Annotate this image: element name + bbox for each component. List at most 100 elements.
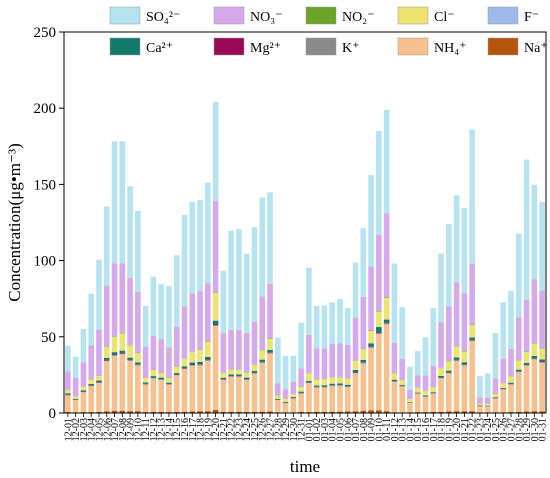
bar-stack <box>251 227 258 413</box>
bar-segment-NH4 <box>197 365 203 412</box>
bar-segment-Ca <box>111 352 118 355</box>
bar-segment-Na <box>111 410 118 413</box>
bar-segment-Cl <box>531 343 538 356</box>
x-tick-label: 01-05 <box>335 418 346 441</box>
bar-segment-SO4 <box>166 286 172 348</box>
bar-segment-NO3 <box>205 283 211 342</box>
bar-stack <box>321 305 328 413</box>
bar-segment-SO4 <box>438 253 444 323</box>
x-tick-label: 12-17 <box>188 418 199 441</box>
bar-segment-SO4 <box>430 308 437 367</box>
bar-segment-NO3 <box>313 348 320 380</box>
bar-segment-Na <box>469 411 475 413</box>
bar-segment-Na <box>127 411 133 413</box>
bar-stack <box>368 175 374 413</box>
bar-segment-Na <box>205 411 211 413</box>
bar-segment-Na <box>228 411 234 413</box>
bar-segment-SO4 <box>259 197 266 297</box>
bar-segment-NH4 <box>508 384 514 413</box>
bar-segment-Mg <box>383 322 390 324</box>
bar-segment-K <box>111 354 118 356</box>
bar-segment-Cl <box>438 368 444 376</box>
bar-segment-Ca <box>96 380 102 383</box>
bar-segment-NO3 <box>430 366 437 388</box>
bar-segment-SO4 <box>313 305 320 349</box>
bar-segment-NO3 <box>492 378 499 394</box>
bar-segment-Ca <box>360 359 367 363</box>
legend-swatch <box>305 37 337 56</box>
bar-stack <box>103 206 110 413</box>
bar-segment-NH4 <box>251 373 258 412</box>
bar-segment-NO3 <box>189 293 196 352</box>
bar-segment-SO4 <box>453 195 460 283</box>
bar-segment-Cl <box>212 292 219 321</box>
legend-swatch <box>305 6 337 25</box>
bar-segment-SO4 <box>461 207 468 294</box>
x-tick-label: 01-28 <box>514 418 525 441</box>
bar-segment-Ca <box>430 392 437 394</box>
bar-segment-NH4 <box>236 376 242 412</box>
bar-segment-SO4 <box>391 263 398 343</box>
bar-segment-NO3 <box>181 306 188 359</box>
bar-segment-NH4 <box>127 360 133 412</box>
x-tick-label: 01-04 <box>328 418 339 441</box>
bar-segment-NH4 <box>407 403 413 413</box>
bar-segment-SO4 <box>407 366 413 390</box>
bar-segment-NH4 <box>243 379 250 412</box>
bar-segment-NO3 <box>515 317 522 361</box>
bar-segment-Ca <box>461 362 468 365</box>
legend-label: Mg²⁺ <box>250 41 281 56</box>
bar-segment-NH4 <box>290 398 297 413</box>
bar-segment-K <box>189 364 196 366</box>
bar-segment-Ca <box>539 359 545 362</box>
bar-segment-Ca <box>282 402 289 403</box>
bar-stack <box>65 345 71 413</box>
bar-segment-NO3 <box>368 266 374 331</box>
bar-segment-NH4 <box>228 376 234 412</box>
bar-segment-K <box>103 360 110 362</box>
bar-stack <box>205 182 211 413</box>
bar-stack <box>212 101 219 413</box>
bar-segment-Ca <box>80 390 87 392</box>
x-tick-label: 12-07 <box>110 418 121 441</box>
bar-segment-NH4 <box>453 360 460 412</box>
bar-segment-Cl <box>422 390 429 396</box>
bar-segment-Ca <box>173 373 180 375</box>
bar-segment-K <box>212 325 219 327</box>
bar-segment-Cl <box>251 364 258 371</box>
bar-segment-Na <box>220 411 227 413</box>
bar-segment-SO4 <box>376 131 382 235</box>
bar-segment-Cl <box>181 358 188 367</box>
bar-segment-SO4 <box>111 141 118 264</box>
bar-segment-Ca <box>352 370 359 373</box>
bar-segment-NO3 <box>243 332 250 373</box>
y-tick-label: 100 <box>34 254 57 270</box>
bar-segment-Ca <box>453 357 460 360</box>
bar-segment-NO2 <box>376 310 382 312</box>
bar-segment-SO4 <box>290 355 297 382</box>
x-tick-label: 12-22 <box>227 418 238 441</box>
bar-segment-Na <box>189 411 196 413</box>
legend-label: F⁻ <box>524 10 539 25</box>
bar-segment-K <box>251 373 258 374</box>
bar-segment-NH4 <box>135 365 141 412</box>
x-tick-label: 01-26 <box>499 418 510 441</box>
bar-segment-Cl <box>469 325 475 338</box>
bar-segment-Cl <box>453 346 460 358</box>
bar-segment-NO3 <box>531 279 538 344</box>
bar-segment-Cl <box>290 393 297 397</box>
bar-segment-Na <box>158 411 164 413</box>
bar-segment-NH4 <box>173 375 180 412</box>
bar-segment-K <box>383 323 390 325</box>
bar-segment-NO3 <box>166 347 172 378</box>
x-tick-label: 01-24 <box>483 418 494 441</box>
legend-item-NH4: NH₄⁺ <box>397 37 467 56</box>
bar-segment-NH4 <box>189 365 196 412</box>
bar-segment-Na <box>103 411 110 413</box>
bar-segment-Cl <box>298 386 304 392</box>
bar-segment-Na <box>96 411 102 413</box>
bar-segment-Cl <box>523 352 530 363</box>
bar-segment-SO4 <box>539 201 545 291</box>
x-tick-label: 01-12 <box>390 418 401 441</box>
